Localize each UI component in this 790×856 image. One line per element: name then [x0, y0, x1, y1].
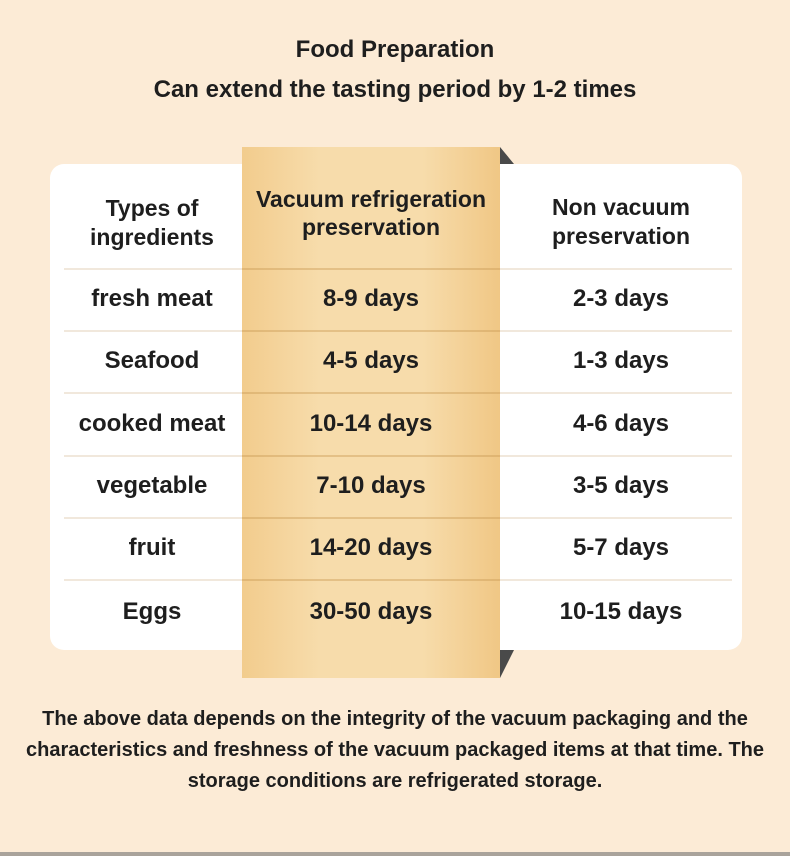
- header-non-vacuum: Non vacuum preservation: [551, 194, 691, 249]
- cell-vacuum-days: 7-10 days: [316, 472, 426, 499]
- cell-vacuum-days: 4-5 days: [322, 347, 420, 374]
- cell-non-vacuum-days: 3-5 days: [572, 472, 670, 499]
- row-divider: [500, 455, 732, 457]
- cell-non-vacuum-days: 1-3 days: [572, 347, 670, 374]
- row-divider: [64, 392, 242, 394]
- bottom-divider: [0, 852, 790, 856]
- row-divider: [64, 330, 242, 332]
- cell-vacuum-days: 10-14 days: [309, 409, 433, 437]
- row-divider: [500, 579, 732, 581]
- row-divider: [242, 268, 500, 270]
- cell-ingredient: Eggs: [122, 598, 182, 625]
- row-divider: [500, 392, 732, 394]
- cell-vacuum-days: 14-20 days: [309, 534, 433, 561]
- cell-ingredient: fresh meat: [91, 285, 213, 312]
- cell-non-vacuum-days: 2-3 days: [572, 285, 670, 312]
- ribbon-fold-bottom: [500, 650, 514, 678]
- row-divider: [242, 392, 500, 394]
- cell-ingredient: Seafood: [104, 347, 200, 374]
- cell-ingredient: vegetable: [96, 472, 208, 499]
- row-divider: [242, 579, 500, 581]
- row-divider: [242, 455, 500, 457]
- header-vacuum: Vacuum refrigeration preservation: [255, 186, 487, 240]
- cell-ingredient: fruit: [128, 534, 176, 561]
- row-divider: [242, 330, 500, 332]
- row-divider: [64, 455, 242, 457]
- page-subtitle: Can extend the tasting period by 1-2 tim…: [153, 76, 637, 103]
- row-divider: [64, 268, 242, 270]
- row-divider: [500, 268, 732, 270]
- row-divider: [64, 579, 242, 581]
- row-divider: [242, 517, 500, 519]
- footnote: The above data depends on the integrity …: [25, 708, 765, 792]
- vacuum-column-highlight: [242, 147, 500, 678]
- cell-vacuum-days: 8-9 days: [322, 285, 420, 312]
- cell-non-vacuum-days: 10-15 days: [559, 598, 683, 625]
- ribbon-fold-top: [500, 147, 514, 164]
- cell-non-vacuum-days: 5-7 days: [572, 534, 670, 561]
- cell-non-vacuum-days: 4-6 days: [572, 409, 670, 437]
- row-divider: [500, 330, 732, 332]
- cell-ingredient: cooked meat: [78, 409, 226, 437]
- row-divider: [64, 517, 242, 519]
- row-divider: [500, 517, 732, 519]
- cell-vacuum-days: 30-50 days: [309, 598, 433, 625]
- page-title: Food Preparation: [295, 36, 495, 63]
- header-ingredient-type: Types of ingredients: [90, 195, 214, 250]
